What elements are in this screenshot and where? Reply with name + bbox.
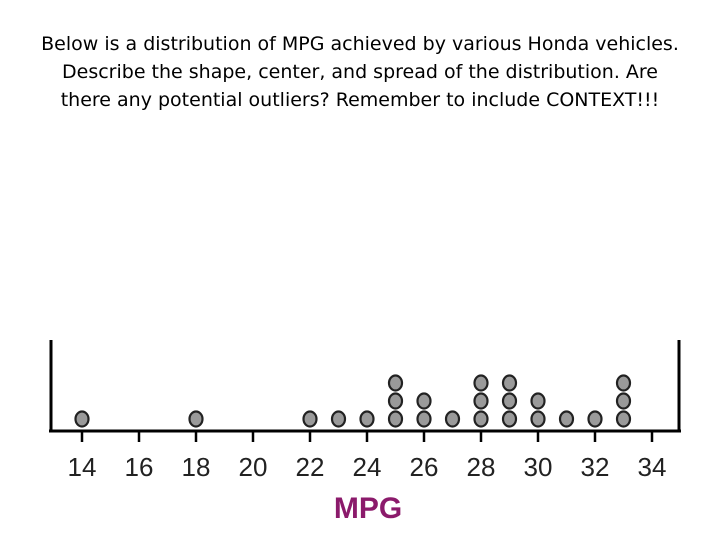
x-axis-ticks: 14 16 18 20 22 24 26 28 30 32 34 bbox=[68, 431, 667, 482]
x-tick-label-30: 30 bbox=[524, 452, 553, 482]
data-dot bbox=[473, 410, 489, 428]
data-dot bbox=[416, 392, 432, 410]
data-dot bbox=[615, 374, 632, 392]
x-axis-title: MPG bbox=[334, 492, 402, 525]
data-dot bbox=[615, 392, 632, 410]
question-prompt: Below is a distribution of MPG achieved … bbox=[41, 33, 679, 111]
data-dot bbox=[587, 410, 603, 428]
x-tick-label-20: 20 bbox=[239, 452, 268, 482]
data-dot bbox=[387, 392, 404, 410]
x-tick-label-18: 18 bbox=[182, 452, 211, 482]
x-tick-label-22: 22 bbox=[296, 452, 325, 482]
data-dot bbox=[558, 410, 575, 428]
x-tick-label-14: 14 bbox=[68, 452, 97, 482]
data-dot bbox=[188, 410, 204, 428]
data-dot bbox=[530, 392, 546, 410]
data-dot bbox=[530, 410, 546, 428]
data-dot bbox=[615, 410, 632, 428]
data-dot bbox=[473, 374, 489, 392]
x-tick-label-16: 16 bbox=[125, 452, 154, 482]
data-dot bbox=[416, 410, 432, 428]
x-tick-label-28: 28 bbox=[467, 452, 496, 482]
data-dots bbox=[74, 374, 632, 428]
data-dot bbox=[501, 392, 518, 410]
data-dot bbox=[330, 410, 347, 428]
data-dot bbox=[444, 410, 461, 428]
x-tick-label-24: 24 bbox=[353, 452, 382, 482]
data-dot bbox=[501, 410, 518, 428]
data-dot bbox=[302, 410, 318, 428]
data-dot bbox=[501, 374, 518, 392]
data-dot bbox=[74, 410, 90, 428]
data-dot bbox=[473, 392, 489, 410]
x-tick-label-32: 32 bbox=[581, 452, 610, 482]
x-tick-label-34: 34 bbox=[638, 452, 667, 482]
data-dot bbox=[387, 410, 404, 428]
x-tick-label-26: 26 bbox=[410, 452, 439, 482]
data-dot bbox=[387, 374, 404, 392]
data-dot bbox=[359, 410, 375, 428]
